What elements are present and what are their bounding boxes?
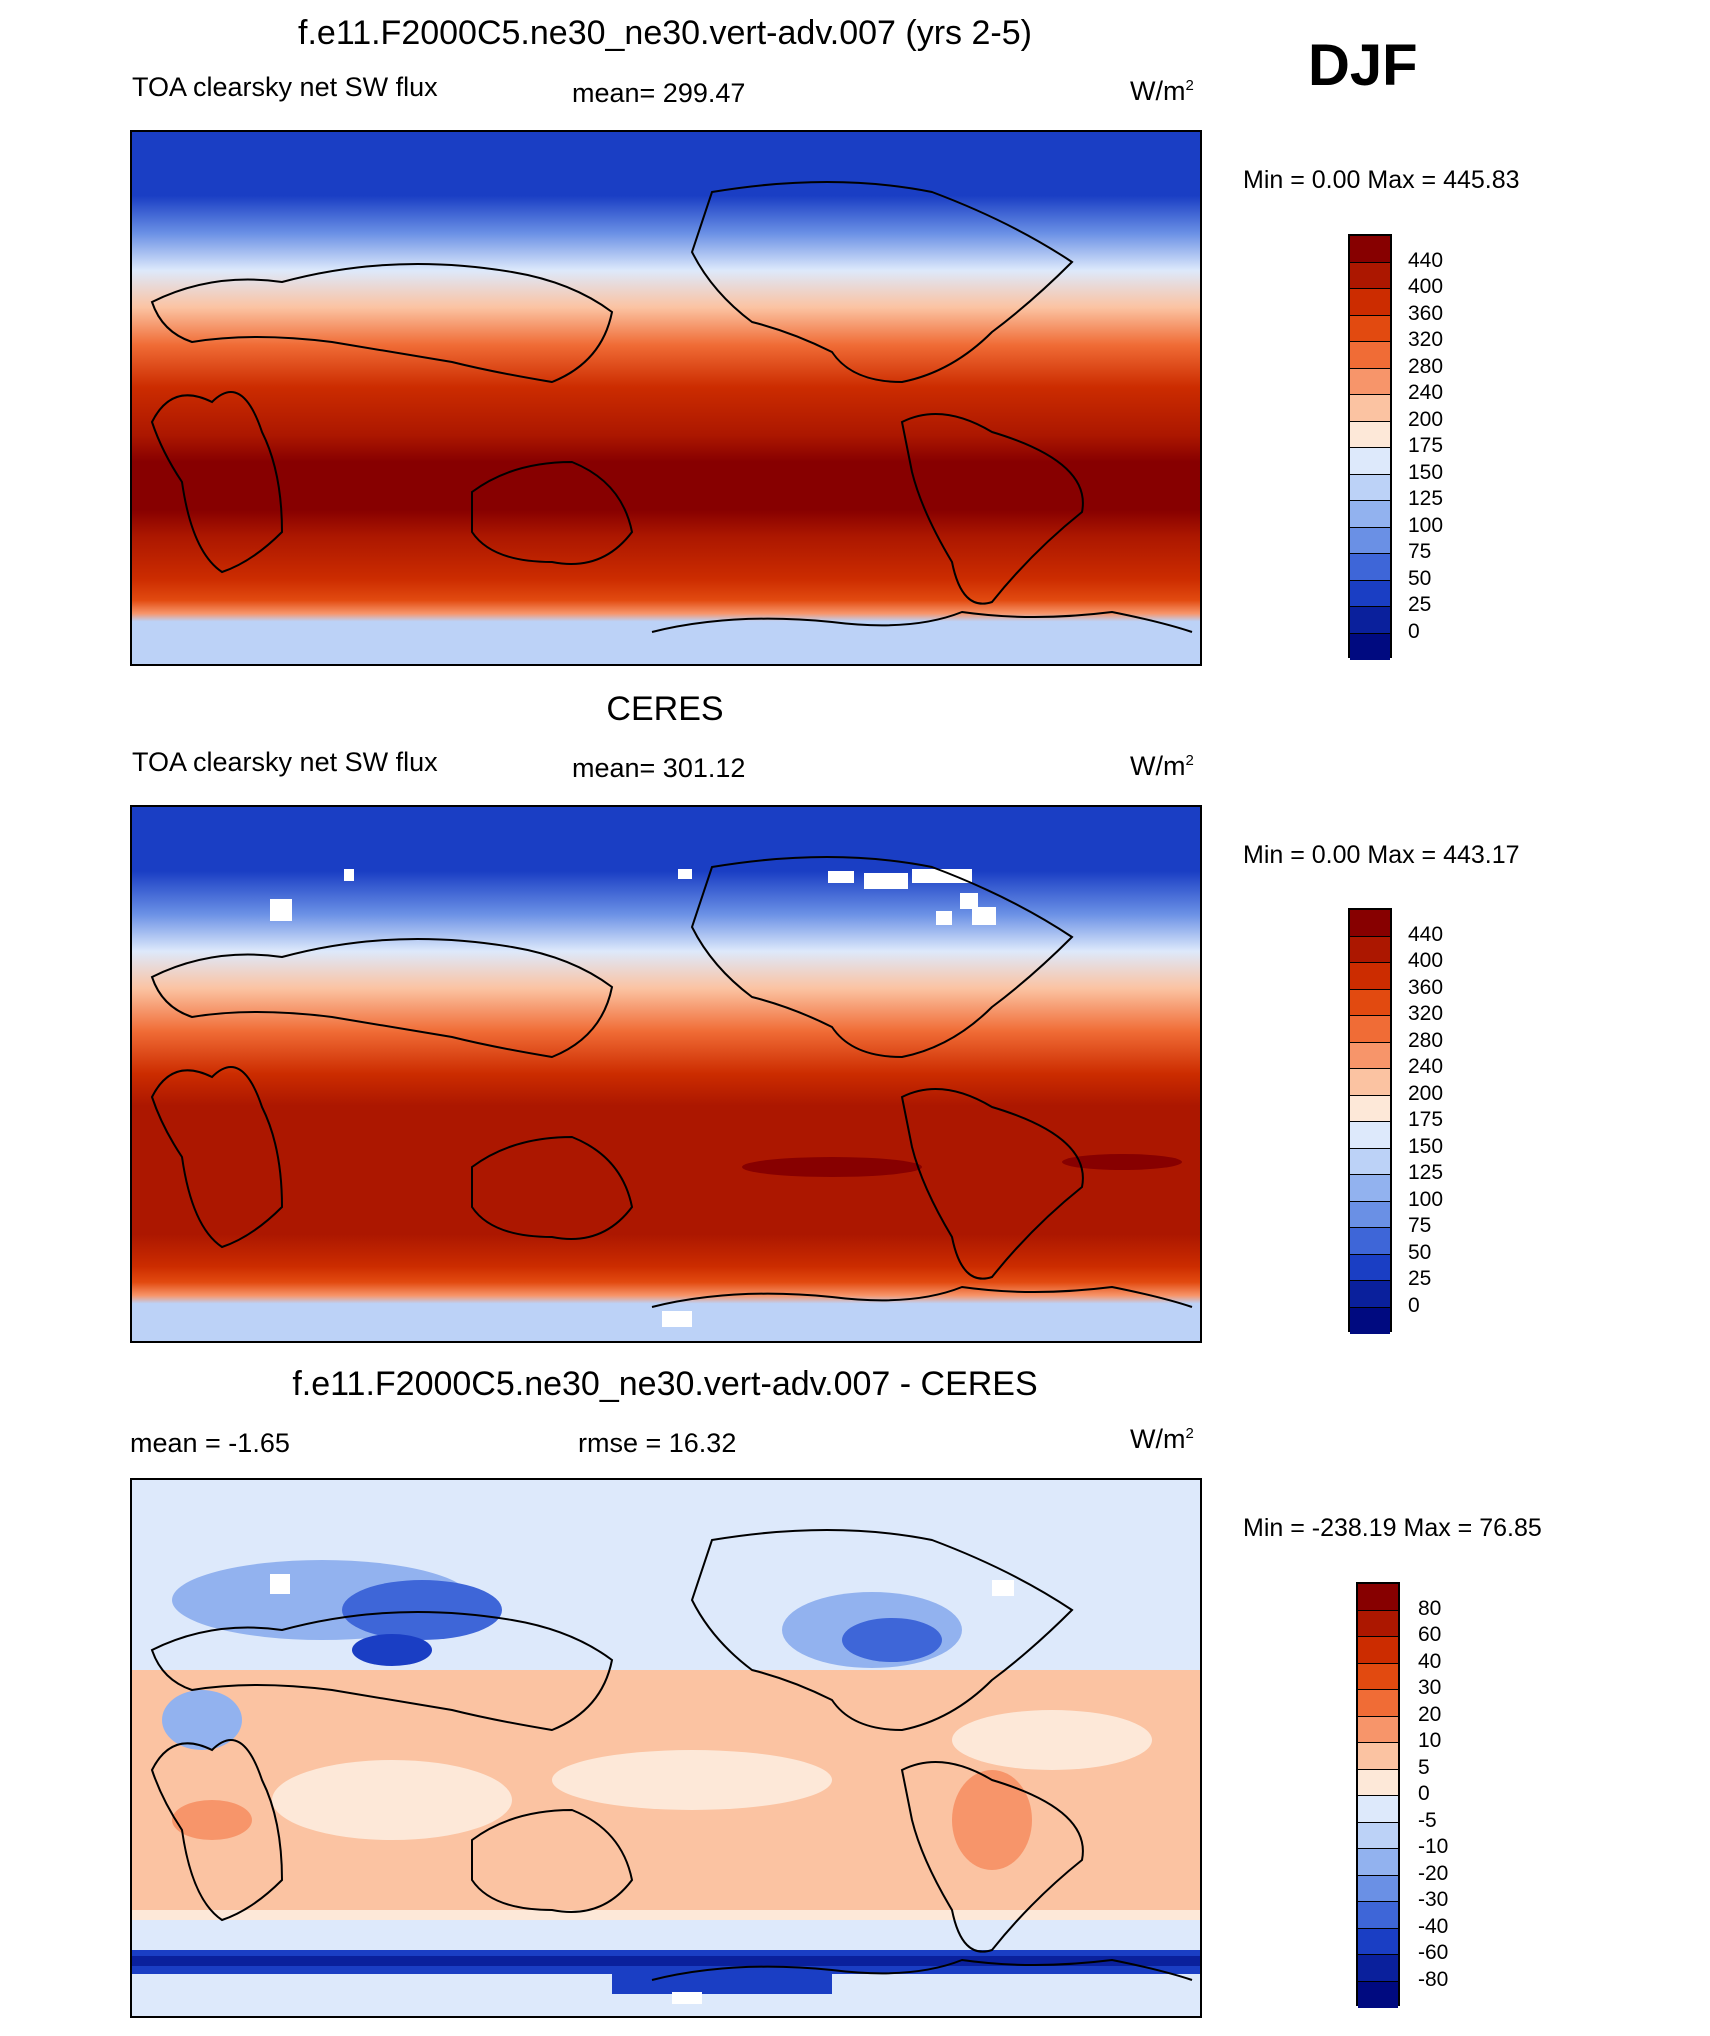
colorbar-tick-label: 320 [1408,328,1444,351]
colorbar-tick-label: 360 [1408,975,1444,999]
panel-1-mean-label: mean= 299.47 [572,78,746,108]
panel-3-title: f.e11.F2000C5.ne30_ne30.vert-adv.007 - C… [292,1365,1038,1403]
colorbar-tick-label: -20 [1418,1861,1449,1885]
colorbar-tick-label: 25 [1408,1267,1432,1290]
panel-1-minmax: Min = 0.00 Max = 445.83 [1243,166,1520,194]
colorbar-tick-label: 100 [1408,513,1444,537]
colorbar-tick-label: 125 [1408,1161,1444,1184]
panel-3-minmax: Min = -238.19 Max = 76.85 [1243,1514,1542,1542]
colorbar-tick-label: 125 [1408,487,1444,510]
colorbar-tick-label: 240 [1408,381,1444,404]
panel-3-coastlines [150,1529,1193,1981]
panel-2-map [130,805,1202,1343]
panel-2-mean-label: mean= 301.12 [572,753,746,783]
panel-1-unit-label: W/m2 [1130,76,1194,106]
colorbar-tick-label: 360 [1408,301,1444,325]
colorbar-tick-label: 75 [1408,1214,1432,1237]
colorbar-tick-label: 40 [1418,1649,1442,1673]
panel-1-colorbar [1348,234,1392,660]
panel-1-title: f.e11.F2000C5.ne30_ne30.vert-adv.007 (yr… [298,14,1032,52]
colorbar-tick-label: 75 [1408,540,1432,563]
colorbar-tick-label: 175 [1408,434,1444,457]
colorbar-tick-label: -60 [1418,1941,1449,1964]
panel-2-coastlines [150,856,1193,1308]
panel-3-mean-label: mean = -1.65 [130,1428,290,1458]
colorbar-tick-label: 400 [1408,275,1444,298]
colorbar-tick-label: 440 [1408,922,1444,946]
colorbar-tick-label: 175 [1408,1108,1444,1131]
panel-3-map [130,1478,1202,2018]
colorbar-tick-label: 30 [1418,1676,1442,1699]
panel-2-unit-label: W/m2 [1130,751,1194,781]
panel-2-title: CERES [606,690,724,728]
colorbar-tick-label: 440 [1408,248,1444,272]
colorbar-tick-label: 25 [1408,593,1432,616]
colorbar-tick-label: 50 [1408,566,1432,590]
season-label: DJF [1308,33,1418,98]
panel-1-map [130,130,1202,666]
panel-3-colorbar [1356,1582,1400,2008]
colorbar-tick-label: 150 [1408,1134,1444,1158]
colorbar-tick-label: 100 [1408,1187,1444,1211]
panel-2-minmax: Min = 0.00 Max = 443.17 [1243,841,1520,869]
colorbar-tick-label: 20 [1418,1702,1442,1726]
colorbar-tick-label: 200 [1408,1081,1444,1105]
colorbar-tick-label: 0 [1408,619,1420,643]
colorbar-tick-label: 150 [1408,460,1444,484]
panel-1-coastlines [150,181,1193,633]
colorbar-tick-label: 200 [1408,407,1444,431]
colorbar-tick-label: 240 [1408,1055,1444,1078]
colorbar-tick-label: 400 [1408,949,1444,972]
colorbar-tick-label: 5 [1418,1755,1430,1779]
colorbar-tick-label: -30 [1418,1888,1449,1911]
colorbar-tick-label: -10 [1418,1835,1449,1858]
panel-2-variable-label: TOA clearsky net SW flux [132,747,438,777]
colorbar-tick-label: 280 [1408,1028,1444,1052]
colorbar-tick-label: 0 [1418,1782,1430,1805]
colorbar-tick-label: 320 [1408,1002,1444,1025]
colorbar-tick-label: 60 [1418,1623,1442,1646]
colorbar-tick-label: 10 [1418,1729,1442,1752]
colorbar-tick-label: -80 [1418,1967,1449,1991]
panel-1-variable-label: TOA clearsky net SW flux [132,72,438,102]
colorbar-tick-label: 80 [1418,1596,1442,1620]
colorbar-tick-label: -40 [1418,1914,1449,1938]
colorbar-tick-label: 50 [1408,1240,1432,1264]
panel-2-colorbar [1348,908,1392,1334]
panel-3-rmse-label: rmse = 16.32 [578,1428,737,1458]
colorbar-tick-label: 0 [1408,1293,1420,1317]
colorbar-tick-label: 280 [1408,354,1444,378]
panel-3-unit-label: W/m2 [1130,1424,1194,1454]
colorbar-tick-label: -5 [1418,1808,1437,1832]
